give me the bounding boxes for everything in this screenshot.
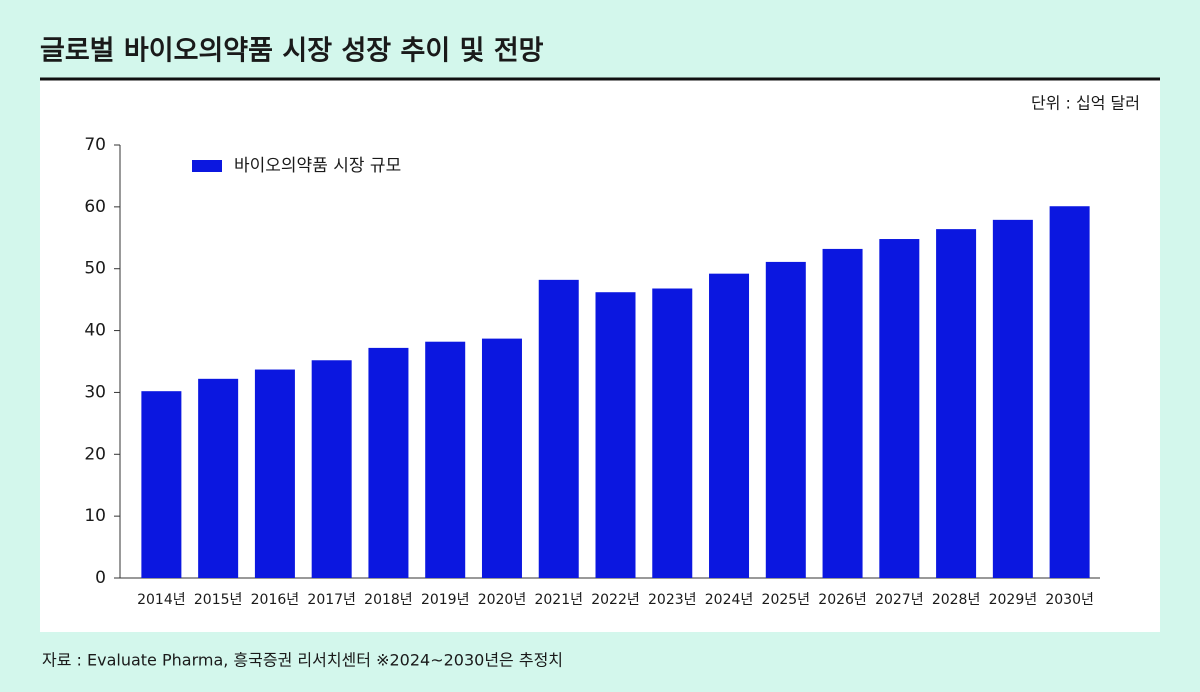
bar: [765, 261, 806, 578]
x-tick-label: 2023년: [648, 592, 697, 608]
y-tick-label: 70: [84, 135, 106, 155]
bar: [595, 292, 636, 578]
source: 자료 : Evaluate Pharma, 흥국증권 리서치센터 ※2024~2…: [42, 651, 563, 670]
unit-label: 단위 : 십억 달러: [1031, 94, 1140, 113]
bar: [936, 229, 977, 578]
bar: [254, 369, 295, 578]
x-tick-label: 2016년: [251, 592, 300, 608]
y-tick-label: 0: [95, 568, 106, 588]
y-tick-label: 50: [84, 259, 106, 279]
x-tick-label: 2022년: [591, 592, 640, 608]
x-tick-label: 2021년: [534, 592, 583, 608]
bar: [368, 347, 409, 578]
x-tick-label: 2017년: [307, 592, 356, 608]
bar: [1049, 206, 1090, 578]
bar: [141, 391, 182, 578]
x-tick-label: 2026년: [818, 592, 867, 608]
legend-swatch: [192, 160, 222, 172]
x-tick-label: 2024년: [705, 592, 754, 608]
bar: [709, 273, 750, 578]
bar: [652, 288, 693, 578]
x-tick-label: 2019년: [421, 592, 470, 608]
x-tick-label: 2030년: [1045, 592, 1094, 608]
x-tick-label: 2027년: [875, 592, 924, 608]
x-tick-label: 2020년: [478, 592, 527, 608]
y-tick-label: 30: [84, 382, 106, 402]
bar: [481, 338, 522, 578]
bar: [311, 360, 352, 578]
bar: [879, 239, 920, 578]
chart-title: 글로벌 바이오의약품 시장 성장 추이 및 전망: [40, 36, 544, 67]
bar: [425, 341, 466, 578]
x-tick-label: 2025년: [762, 592, 811, 608]
bar: [992, 219, 1033, 578]
x-tick-label: 2014년: [137, 592, 186, 608]
y-tick-label: 10: [84, 506, 106, 526]
x-tick-label: 2015년: [194, 592, 243, 608]
bar: [822, 248, 863, 579]
legend-label: 바이오의약품 시장 규모: [234, 156, 401, 176]
x-tick-label: 2029년: [989, 592, 1038, 608]
y-tick-label: 20: [84, 444, 106, 464]
y-tick-label: 60: [84, 197, 106, 217]
bar: [198, 378, 239, 578]
x-tick-label: 2028년: [932, 592, 981, 608]
y-tick-label: 40: [84, 321, 106, 341]
bar: [538, 279, 579, 578]
x-tick-label: 2018년: [364, 592, 413, 608]
